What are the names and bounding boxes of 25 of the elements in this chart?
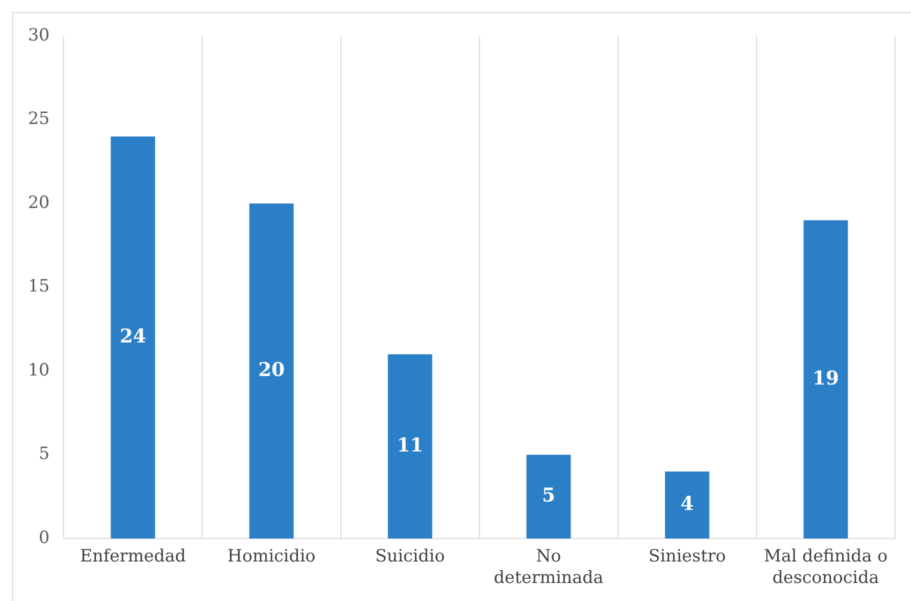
data-label: 20 <box>258 358 285 381</box>
y-tick-label: 30 <box>28 25 50 46</box>
data-label: 24 <box>120 325 146 348</box>
y-tick-label: 25 <box>28 109 50 130</box>
y-tick-label: 20 <box>28 192 50 213</box>
x-tick-label: No determinada <box>494 546 604 588</box>
bar <box>388 354 432 538</box>
y-tick-label: 15 <box>28 276 50 297</box>
y-tick-label: 0 <box>38 528 50 548</box>
bar <box>804 220 848 538</box>
x-tick-label: Mal definida o desconocida <box>764 546 888 588</box>
data-label: 19 <box>812 367 839 390</box>
bar <box>110 136 156 538</box>
data-label: 11 <box>396 434 424 456</box>
data-label: 4 <box>680 492 694 515</box>
x-tick-label: Siniestro <box>648 546 726 567</box>
bar <box>664 472 710 538</box>
x-tick-label: Enfermedad <box>80 546 186 567</box>
bar <box>526 454 571 538</box>
data-label: 5 <box>542 484 556 507</box>
y-tick-label: 10 <box>28 360 50 380</box>
bar <box>249 204 294 538</box>
x-tick-label: Homicidio <box>227 546 316 567</box>
y-tick-label: 5 <box>38 444 50 464</box>
x-tick-label: Suicidio <box>375 546 445 567</box>
